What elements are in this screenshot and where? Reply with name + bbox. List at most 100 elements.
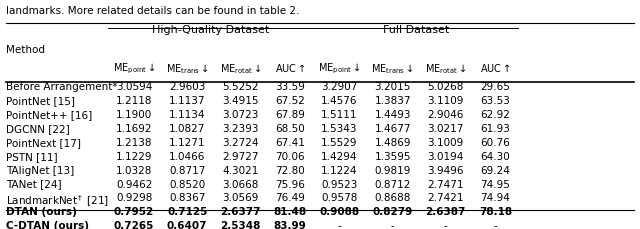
Text: 0.6407: 0.6407 [167,221,207,229]
Text: 3.0194: 3.0194 [428,152,464,162]
Text: 33.59: 33.59 [275,82,305,92]
Text: 74.95: 74.95 [481,180,510,190]
Text: LandmarkNet$^\dagger$ [21]: LandmarkNet$^\dagger$ [21] [6,194,109,209]
Text: 1.0328: 1.0328 [116,166,152,176]
Text: 0.8279: 0.8279 [372,207,413,217]
Text: 3.2393: 3.2393 [222,124,259,134]
Text: 0.8712: 0.8712 [374,180,411,190]
Text: 0.7952: 0.7952 [114,207,154,217]
Text: 64.30: 64.30 [481,152,510,162]
Text: 63.53: 63.53 [481,96,510,106]
Text: 3.2724: 3.2724 [222,138,259,148]
Text: DGCNN [22]: DGCNN [22] [6,124,70,134]
Text: -: - [493,221,497,229]
Text: 1.1137: 1.1137 [169,96,205,106]
Text: 0.9298: 0.9298 [116,194,152,203]
Text: 1.5529: 1.5529 [321,138,358,148]
Text: 1.1900: 1.1900 [116,110,152,120]
Text: 1.1224: 1.1224 [321,166,358,176]
Text: 5.5252: 5.5252 [222,82,259,92]
Text: 67.89: 67.89 [275,110,305,120]
Text: 2.6387: 2.6387 [426,207,466,217]
Text: 62.92: 62.92 [481,110,510,120]
Text: 1.3837: 1.3837 [374,96,411,106]
Text: -: - [444,221,447,229]
Text: TAligNet [13]: TAligNet [13] [6,166,75,176]
Text: 1.0827: 1.0827 [169,124,205,134]
Text: 0.9578: 0.9578 [321,194,358,203]
Text: 2.6377: 2.6377 [220,207,260,217]
Text: 1.3595: 1.3595 [374,152,411,162]
Text: 29.65: 29.65 [481,82,510,92]
Text: C-DTAN (ours): C-DTAN (ours) [6,221,90,229]
Text: 0.9088: 0.9088 [319,207,360,217]
Text: ME$_{\mathrm{trans}}$$\downarrow$: ME$_{\mathrm{trans}}$$\downarrow$ [166,62,209,76]
Text: 0.8688: 0.8688 [374,194,411,203]
Text: ME$_{\mathrm{rotat}}$$\downarrow$: ME$_{\mathrm{rotat}}$$\downarrow$ [425,62,467,76]
Text: PSTN [11]: PSTN [11] [6,152,58,162]
Text: 3.4915: 3.4915 [222,96,259,106]
Text: 1.4294: 1.4294 [321,152,358,162]
Text: 3.0723: 3.0723 [222,110,259,120]
Text: 69.24: 69.24 [481,166,510,176]
Text: DTAN (ours): DTAN (ours) [6,207,77,217]
Text: 0.9462: 0.9462 [116,180,152,190]
Text: PointNext [17]: PointNext [17] [6,138,81,148]
Text: 3.0668: 3.0668 [222,180,259,190]
Text: 0.8520: 0.8520 [169,180,205,190]
Text: 78.18: 78.18 [479,207,512,217]
Text: Method: Method [6,45,45,55]
Text: 67.41: 67.41 [275,138,305,148]
Text: ME$_{\mathrm{trans}}$$\downarrow$: ME$_{\mathrm{trans}}$$\downarrow$ [371,62,414,76]
Text: 3.0217: 3.0217 [428,124,464,134]
Text: ME$_{\mathrm{point}}$$\downarrow$: ME$_{\mathrm{point}}$$\downarrow$ [113,62,156,76]
Text: 61.93: 61.93 [481,124,510,134]
Text: 72.80: 72.80 [275,166,305,176]
Text: 67.52: 67.52 [275,96,305,106]
Text: 1.1692: 1.1692 [116,124,152,134]
Text: 70.06: 70.06 [275,152,305,162]
Text: Before Arrangement*: Before Arrangement* [6,82,118,92]
Text: landmarks. More related details can be found in table 2.: landmarks. More related details can be f… [6,6,300,16]
Text: AUC$\uparrow$: AUC$\uparrow$ [275,62,305,74]
Text: 2.7471: 2.7471 [428,180,464,190]
Text: 0.7125: 0.7125 [167,207,207,217]
Text: 3.2907: 3.2907 [321,82,358,92]
Text: 0.7265: 0.7265 [114,221,154,229]
Text: 1.5343: 1.5343 [321,124,358,134]
Text: 3.1109: 3.1109 [428,96,464,106]
Text: 0.9523: 0.9523 [321,180,358,190]
Text: 3.9496: 3.9496 [428,166,464,176]
Text: 3.1009: 3.1009 [428,138,464,148]
Text: 76.49: 76.49 [275,194,305,203]
Text: 1.1134: 1.1134 [169,110,205,120]
Text: High-Quality Dataset: High-Quality Dataset [152,25,269,35]
Text: 4.3021: 4.3021 [222,166,259,176]
Text: 83.99: 83.99 [273,221,307,229]
Text: 60.76: 60.76 [481,138,510,148]
Text: 1.4576: 1.4576 [321,96,358,106]
Text: -: - [338,221,341,229]
Text: ME$_{\mathrm{point}}$$\downarrow$: ME$_{\mathrm{point}}$$\downarrow$ [318,62,361,76]
Text: 74.94: 74.94 [481,194,510,203]
Text: 5.0268: 5.0268 [428,82,464,92]
Text: PointNet [15]: PointNet [15] [6,96,76,106]
Text: 3.0569: 3.0569 [222,194,259,203]
Text: Full Dataset: Full Dataset [383,25,449,35]
Text: 1.4869: 1.4869 [374,138,411,148]
Text: 1.4677: 1.4677 [374,124,411,134]
Text: 1.2118: 1.2118 [116,96,152,106]
Text: 2.9727: 2.9727 [222,152,259,162]
Text: -: - [391,221,394,229]
Text: 1.1229: 1.1229 [116,152,152,162]
Text: 81.48: 81.48 [273,207,307,217]
Text: 68.50: 68.50 [275,124,305,134]
Text: PointNet++ [16]: PointNet++ [16] [6,110,93,120]
Text: 3.0594: 3.0594 [116,82,152,92]
Text: 1.2138: 1.2138 [116,138,152,148]
Text: 0.9819: 0.9819 [374,166,411,176]
Text: 1.4493: 1.4493 [374,110,411,120]
Text: ME$_{\mathrm{rotat}}$$\downarrow$: ME$_{\mathrm{rotat}}$$\downarrow$ [220,62,261,76]
Text: 0.8367: 0.8367 [169,194,205,203]
Text: 0.8717: 0.8717 [169,166,205,176]
